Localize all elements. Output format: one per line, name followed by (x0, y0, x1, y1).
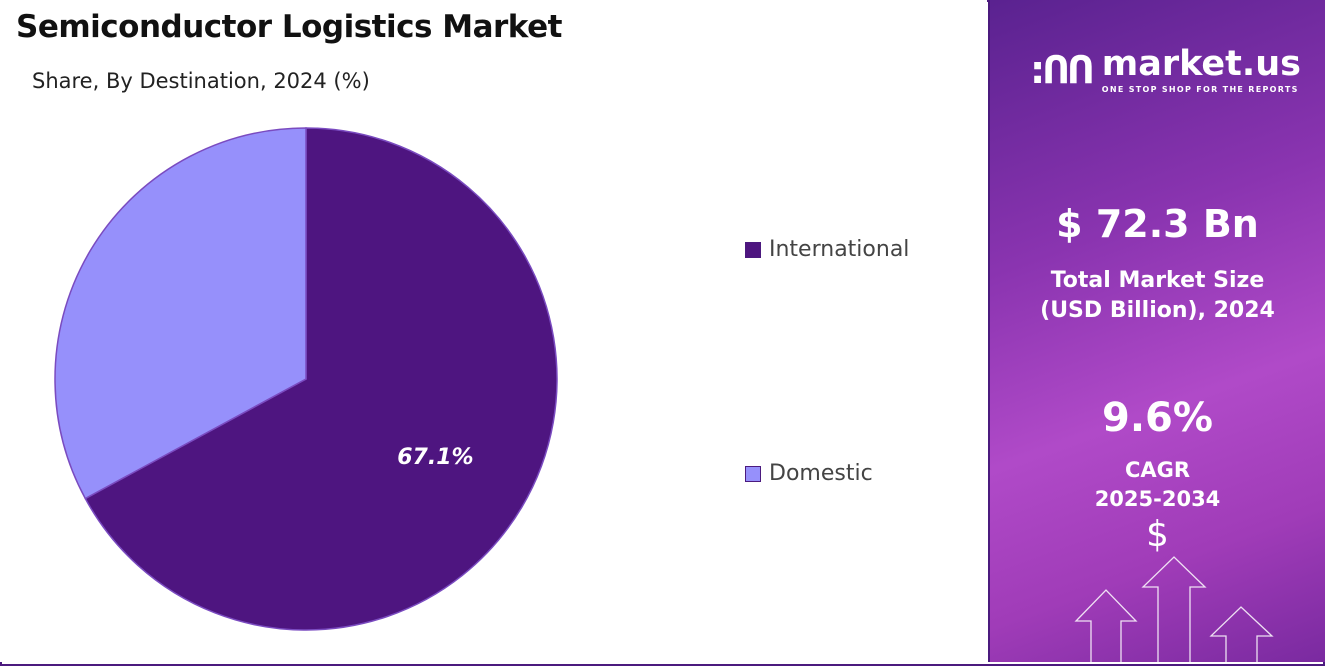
chart-title: Semiconductor Logistics Market (16, 9, 562, 45)
data-label: 67.1% (397, 445, 473, 470)
chart-subtitle: Share, By Destination, 2024 (%) (32, 69, 370, 93)
cagr-label: CAGR (1124, 458, 1191, 482)
summary-panel: :ՈՈ market.us ONE STOP SHOP FOR THE REPO… (988, 0, 1325, 662)
market-size-label: Total Market Size (1050, 268, 1265, 293)
chart-panel: Semiconductor Logistics Market Share, By… (16, 9, 910, 631)
legend-swatch (745, 242, 761, 258)
market-size-sublabel: (USD Billion), 2024 (1040, 298, 1275, 323)
legend-swatch (745, 466, 761, 482)
market-size-value: $ 72.3 Bn (1056, 202, 1259, 246)
brand-logo: :ՈՈ market.us ONE STOP SHOP FOR THE REPO… (1030, 44, 1301, 95)
cagr-period: 2025-2034 (1094, 487, 1221, 511)
brand-name: market.us (1101, 44, 1301, 84)
growth-arrows-icon (1074, 556, 1274, 662)
pie-slice-domestic (54, 127, 307, 500)
legend-label: International (769, 237, 910, 262)
dollar-icon: $ (1146, 514, 1169, 555)
legend-item-domestic: Domestic (745, 460, 873, 488)
cagr-value: 9.6% (1102, 395, 1213, 441)
brand-tagline: ONE STOP SHOP FOR THE REPORTS (1101, 85, 1299, 94)
logo-icon: :ՈՈ (1030, 47, 1095, 92)
legend-label: Domestic (769, 461, 873, 486)
pie-slice-international (84, 127, 558, 631)
legend-item-international: International (745, 236, 909, 264)
pie-chart: 67.1% (54, 127, 558, 631)
